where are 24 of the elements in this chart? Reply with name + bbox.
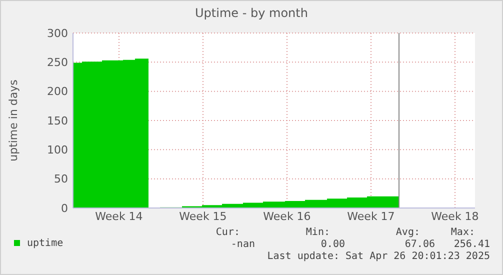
text: 0.00	[320, 239, 345, 250]
y-tick-label: 0	[61, 202, 68, 215]
y-tick-label: 50	[54, 172, 68, 186]
x-tick-label: Week 16	[263, 210, 311, 223]
text: Cur:	[216, 227, 240, 238]
y-tick-label: 250	[47, 56, 68, 70]
x-tick-label: Week 18	[431, 210, 479, 223]
x-tick-label: Week 14	[95, 210, 143, 223]
text: Min:	[306, 227, 330, 238]
x-tick-label: Week 15	[179, 210, 227, 223]
y-tick-label: 150	[47, 114, 68, 128]
chart-title: Uptime - by month	[195, 6, 308, 20]
text: 256.41	[454, 239, 490, 250]
text: 67.06	[404, 239, 435, 250]
legend-label: uptime	[27, 238, 64, 249]
y-tick-label: 300	[47, 26, 68, 40]
y-axis-title: uptime in days	[7, 79, 20, 162]
text: Avg:	[396, 227, 420, 238]
text: -nan	[230, 239, 255, 250]
text: Max:	[450, 227, 475, 238]
text: Last update: Sat Apr 26 20:01:23 2025	[267, 251, 490, 262]
y-tick-label: 100	[47, 144, 68, 157]
x-tick-label: Week 17	[347, 210, 395, 223]
y-tick-label: 200	[47, 85, 68, 98]
